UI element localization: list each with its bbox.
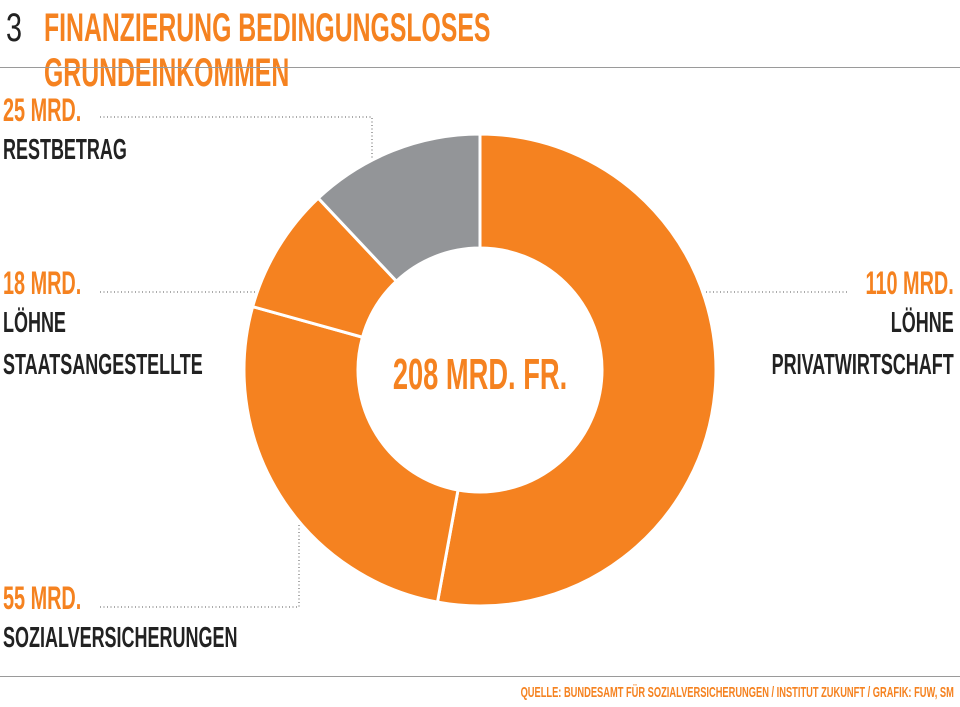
chart-header: 3 FINANZIERUNG BEDINGUNGSLOSES GRUNDEINK…: [6, 6, 956, 95]
bottom-divider: [0, 676, 960, 677]
label-staat-name-1: LÖHNE: [3, 307, 66, 339]
donut-total-label: 208 MRD. FR.: [392, 350, 568, 399]
label-staat-value: 18 MRD.: [3, 265, 82, 301]
label-sozial: 55 MRD. SOZIALVERSICHERUNGEN: [3, 580, 381, 664]
donut-slices: [242, 132, 718, 608]
donut-slice-4: [316, 132, 482, 284]
source-credit: QUELLE: BUNDESAMT FÜR SOZIALVERSICHERUNG…: [520, 684, 954, 701]
chart-number: 3: [6, 6, 23, 50]
label-sozial-name: SOZIALVERSICHERUNGEN: [3, 622, 238, 654]
label-restbetrag-name: RESTBETRAG: [3, 134, 127, 166]
leader-lines: [100, 116, 848, 608]
leader-line-sozial: [100, 522, 300, 608]
label-restbetrag: 25 MRD. RESTBETRAG: [3, 92, 203, 176]
top-divider: [0, 67, 960, 68]
label-privat: 110 MRD. LÖHNE PRIVATWIRTSCHAFT: [660, 265, 954, 391]
leader-line-restbetrag: [100, 116, 373, 172]
donut-slice-1: [435, 132, 718, 608]
label-staat: 18 MRD. LÖHNE STAATSANGESTELLTE: [3, 265, 325, 391]
chart-title: FINANZIERUNG BEDINGUNGSLOSES GRUNDEINKOM…: [44, 6, 491, 95]
label-restbetrag-value: 25 MRD.: [3, 92, 82, 128]
label-privat-name-2: PRIVATWIRTSCHAFT: [771, 349, 954, 381]
label-sozial-value: 55 MRD.: [3, 580, 82, 616]
label-privat-name-1: LÖHNE: [891, 307, 954, 339]
donut-slice-2: [242, 304, 460, 604]
label-privat-value: 110 MRD.: [865, 265, 954, 301]
label-staat-name-2: STAATSANGESTELLTE: [3, 349, 203, 381]
